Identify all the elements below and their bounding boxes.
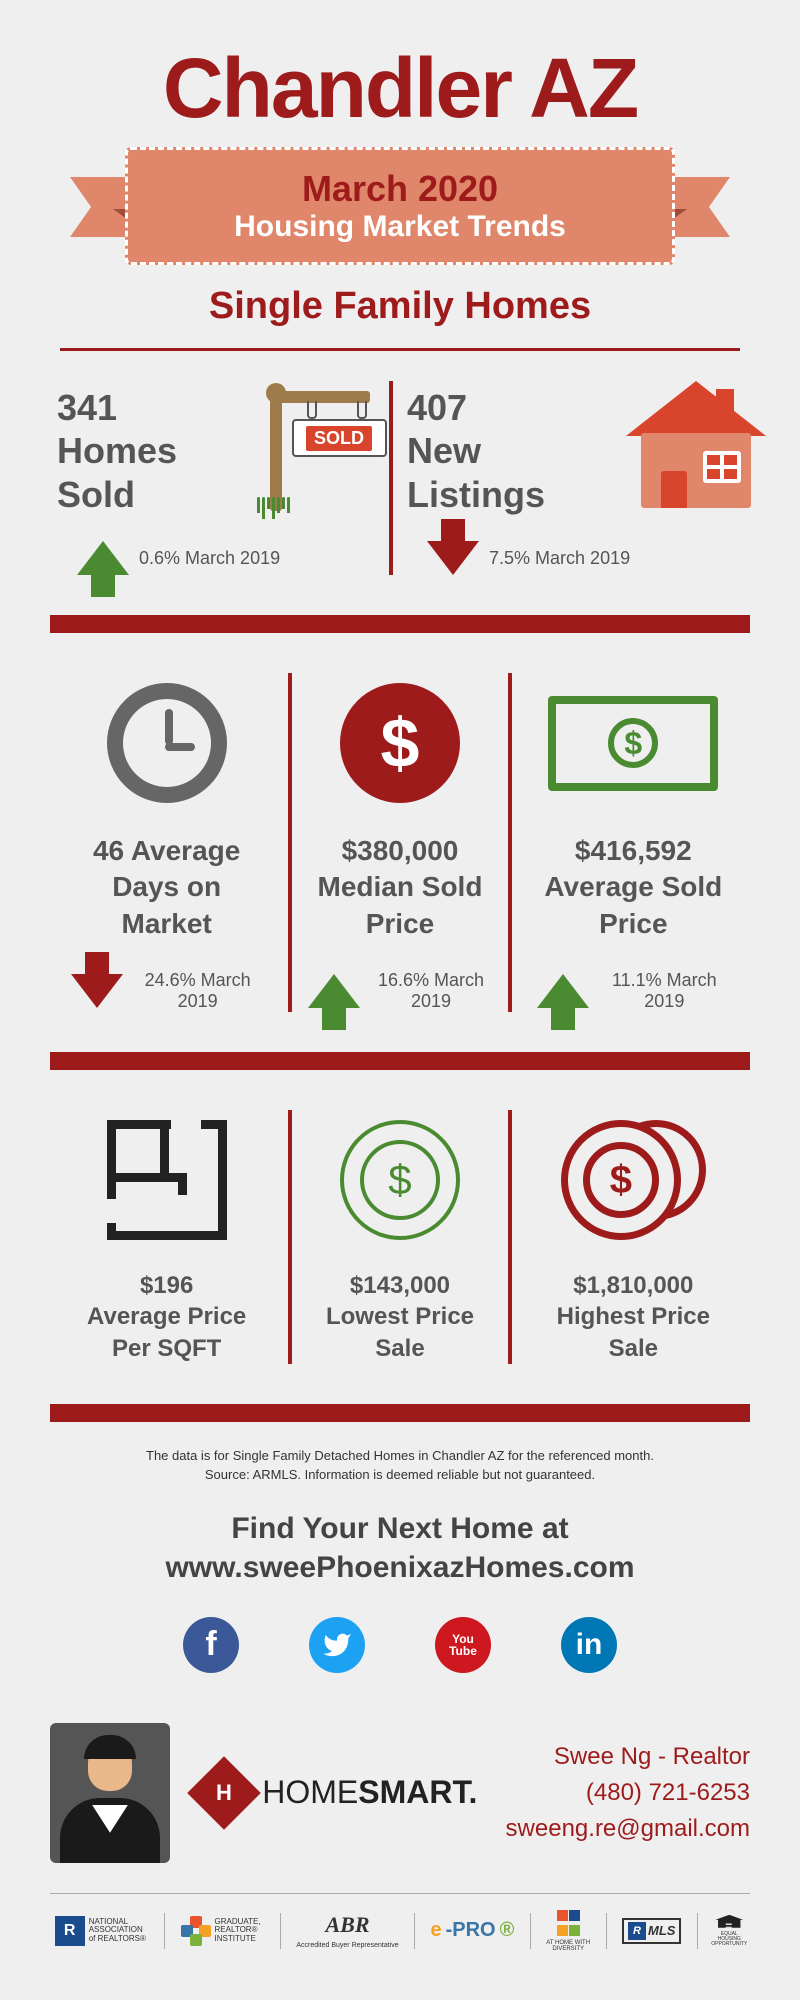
bill-icon: $ [548, 696, 718, 791]
stats-row-2: 46 Average Days on Market 24.6% March 20… [50, 643, 750, 1042]
homes-sold-label: Homes Sold [57, 429, 232, 515]
median-cell: $ $380,000 Median Sold Price 16.6% March… [288, 673, 512, 1012]
youtube-icon[interactable]: YouTube [435, 1617, 491, 1673]
median-value: $380,000 [342, 835, 459, 866]
sold-change-pct: 0.6% [139, 548, 180, 568]
page-subtitle: Single Family Homes [60, 285, 740, 351]
realtor-contact: Swee Ng - Realtor (480) 721-6253 sweeng.… [506, 1739, 750, 1847]
facebook-icon[interactable]: f [183, 1617, 239, 1673]
epro-badge: e-PRO® [430, 1919, 514, 1942]
floorplan-icon [107, 1120, 227, 1240]
low-value: $143,000 [350, 1272, 450, 1299]
arrow-up-icon [308, 974, 360, 1008]
social-row: f YouTube in [50, 1617, 750, 1673]
divider-bar [50, 1404, 750, 1422]
house-icon [616, 381, 743, 521]
diversity-badge: AT HOME WITH DIVERSITY [546, 1910, 590, 1952]
dom-label1: Average [131, 835, 240, 866]
dom-label2: Days on [112, 871, 221, 902]
gri-badge: GRADUATE, REALTOR® INSTITUTE [181, 1916, 265, 1946]
linkedin-icon[interactable]: in [561, 1617, 617, 1673]
badges-row: R NATIONAL ASSOCIATION of REALTORS® GRAD… [50, 1893, 750, 1952]
dom-label3: Market [122, 908, 212, 939]
disclaimer: The data is for Single Family Detached H… [50, 1446, 750, 1485]
dom-change-pct: 24.6% [145, 970, 196, 990]
stats-row-1: 341 Homes Sold SOLD 0.6% March 2019 [50, 381, 750, 605]
double-coin-icon: $ [561, 1120, 706, 1240]
dollar-circle-icon: $ [340, 683, 460, 803]
realtor-phone: (480) 721-6253 [506, 1775, 750, 1811]
dom-value: 46 [93, 835, 124, 866]
brand-logo: H HOMESMART. [198, 1767, 477, 1819]
arrow-down-icon [427, 541, 479, 575]
coin-icon: $ [340, 1120, 460, 1240]
arrow-up-icon [77, 541, 129, 575]
median-label1: Median Sold [318, 871, 483, 902]
arrow-down-icon [71, 974, 123, 1008]
avg-change-pct: 11.1% [612, 970, 662, 990]
avg-label1: Average Sold [544, 871, 722, 902]
homes-sold-value: 341 [57, 386, 232, 429]
sqft-label: Average Price Per SQFT [87, 1303, 246, 1361]
sold-sign-icon: SOLD [252, 381, 369, 521]
listings-change-pct: 7.5% [489, 548, 530, 568]
main-title: Chandler AZ [50, 40, 750, 137]
new-listings-cell: 407 New Listings 7.5% March 2019 [407, 381, 743, 575]
nar-badge: R NATIONAL ASSOCIATION of REALTORS® [55, 1916, 149, 1946]
sold-change-period: March 2019 [185, 548, 280, 568]
arrow-up-icon [537, 974, 589, 1008]
high-label: Highest Price Sale [557, 1303, 710, 1361]
homes-sold-cell: 341 Homes Sold SOLD 0.6% March 2019 [57, 381, 393, 575]
dom-cell: 46 Average Days on Market 24.6% March 20… [55, 673, 279, 1012]
listings-value: 407 [407, 386, 596, 429]
twitter-icon[interactable] [309, 1617, 365, 1673]
divider-bar [50, 615, 750, 633]
median-label2: Price [366, 908, 435, 939]
mls-badge: R MLS [622, 1918, 681, 1944]
listings-label: New Listings [407, 429, 596, 515]
ribbon-subtitle: Housing Market Trends [158, 210, 642, 244]
listings-change-period: March 2019 [535, 548, 630, 568]
low-cell: $ $143,000 Lowest Price Sale [288, 1110, 512, 1364]
cta-text: Find Your Next Home at www.sweePhoenixaz… [50, 1509, 750, 1587]
realtor-avatar [50, 1723, 170, 1863]
ribbon-date: March 2020 [158, 168, 642, 210]
sqft-value: $196 [140, 1272, 193, 1299]
realtor-email: sweeng.re@gmail.com [506, 1811, 750, 1847]
abr-badge: ABR Accredited Buyer Representative [296, 1912, 398, 1949]
median-change-pct: 16.6% [378, 970, 429, 990]
clock-icon [107, 683, 227, 803]
realtor-row: H HOMESMART. Swee Ng - Realtor (480) 721… [50, 1713, 750, 1893]
date-ribbon: March 2020 Housing Market Trends [125, 147, 675, 265]
high-value: $1,810,000 [573, 1272, 693, 1299]
low-label: Lowest Price Sale [326, 1303, 474, 1361]
avg-cell: $ $416,592 Average Sold Price 11.1% Marc… [521, 673, 745, 1012]
equal-housing-badge: EQUAL HOUSING OPPORTUNITY [713, 1915, 745, 1947]
avg-label2: Price [599, 908, 668, 939]
stats-row-3: $196 Average Price Per SQFT $ $143,000 L… [50, 1080, 750, 1394]
divider-bar [50, 1052, 750, 1070]
avg-value: $416,592 [575, 835, 692, 866]
high-cell: $ $1,810,000 Highest Price Sale [521, 1110, 745, 1364]
realtor-name: Swee Ng - Realtor [506, 1739, 750, 1775]
sqft-cell: $196 Average Price Per SQFT [55, 1110, 279, 1364]
